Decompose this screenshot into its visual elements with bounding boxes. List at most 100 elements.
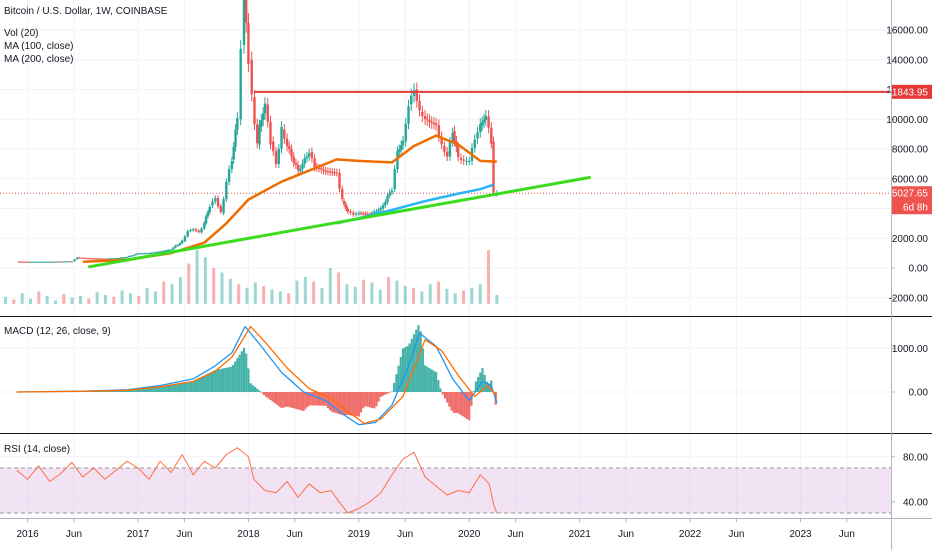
volume-bar — [262, 286, 266, 304]
candle-body — [134, 254, 138, 256]
macd-hist-bar — [156, 386, 159, 392]
macd-hist-bar — [150, 387, 153, 392]
candle-body — [292, 156, 295, 163]
candle-body — [167, 249, 171, 251]
macd-tick-label: 0.00 — [909, 388, 929, 399]
candle-body — [194, 229, 198, 231]
candle-body — [123, 257, 126, 259]
volume-bar — [478, 284, 482, 304]
time-tick-label: 2021 — [569, 529, 592, 540]
macd-hist-bar — [295, 392, 299, 410]
resistance-price-label: 11843.95 — [887, 87, 928, 98]
price-tick-label: 6000.00 — [892, 174, 929, 185]
candle-body — [388, 192, 391, 196]
candle-body — [263, 103, 267, 114]
volume-bar — [370, 282, 374, 304]
macd-hist-bar — [446, 392, 449, 403]
macd-hist-bar — [223, 368, 226, 392]
candle-body — [186, 231, 189, 237]
candle-body — [377, 209, 380, 212]
macd-hist-bar — [340, 392, 343, 415]
price-tick-label: -2000.00 — [889, 293, 929, 304]
volume-bar — [62, 294, 66, 304]
candle-body — [305, 156, 309, 159]
volume-bar — [220, 272, 224, 304]
candle-body — [479, 124, 482, 133]
volume-bar — [253, 282, 257, 304]
volume-bar — [4, 296, 8, 304]
rsi-tick-label: 80.00 — [903, 452, 928, 463]
candle-body — [260, 120, 263, 127]
candle-body — [76, 257, 79, 260]
candle-body — [401, 140, 405, 146]
candle-body — [473, 139, 476, 148]
candle-body — [341, 188, 344, 199]
macd-hist-bar — [463, 392, 466, 418]
macd-hist-bar — [439, 388, 442, 392]
macd-hist-bar — [404, 347, 407, 392]
volume-bar — [212, 268, 216, 304]
candle-body — [250, 59, 253, 95]
last-price-tag — [892, 186, 932, 215]
macd-hist-bar — [476, 377, 480, 392]
volume-bar — [303, 277, 307, 304]
candle-body — [203, 222, 206, 229]
price-tick-label: 16000.00 — [886, 26, 928, 37]
countdown-label: 6d 8h — [903, 203, 928, 214]
macd-hist-bar — [130, 389, 133, 392]
candle-body — [381, 205, 385, 209]
candle-body — [490, 127, 493, 144]
candle-body — [24, 261, 27, 263]
candle-body — [468, 160, 471, 162]
candle-body — [154, 252, 157, 254]
volume-bar — [78, 295, 82, 304]
candle-body — [320, 168, 323, 170]
volume-bar — [29, 298, 33, 304]
candle-body — [35, 261, 38, 263]
candle-body — [227, 169, 231, 182]
candle-body — [219, 206, 223, 212]
macd-hist-bar — [331, 392, 334, 412]
time-tick-label: 2023 — [789, 529, 812, 540]
macd-hist-bar — [167, 385, 171, 392]
macd-hist-bar — [291, 392, 294, 408]
candle-body — [456, 147, 460, 157]
candle-body — [130, 255, 133, 257]
macd-hist-bar — [448, 392, 451, 407]
candle-body — [225, 181, 228, 200]
macd-hist-bar — [419, 331, 422, 392]
volume-bar — [345, 284, 349, 304]
volume-bar — [128, 293, 132, 304]
macd-hist-bar — [311, 392, 314, 406]
macd-hist-bar — [196, 378, 199, 392]
macd-hist-bar — [247, 368, 250, 392]
candle-body — [119, 257, 122, 259]
macd-hist-bar — [377, 392, 380, 402]
macd-hist-bar — [240, 351, 243, 392]
candle-body — [310, 151, 314, 159]
candle-body — [78, 257, 81, 259]
macd-hist-bar — [229, 366, 232, 392]
macd-hist-bar — [119, 390, 122, 392]
time-tick-label: Jun — [176, 529, 192, 540]
candle-body — [57, 261, 60, 263]
volume-bar — [445, 288, 449, 304]
macd-hist-bar — [278, 392, 281, 407]
macd-hist-bar — [417, 325, 420, 392]
candle-body — [462, 159, 465, 161]
macd-hist-bar — [147, 387, 151, 392]
macd-hist-bar — [205, 374, 208, 392]
candle-body — [326, 171, 330, 173]
candle-body — [342, 201, 346, 205]
macd-hist-bar — [128, 389, 131, 392]
macd-hist-bar — [348, 392, 352, 416]
candle-body — [236, 118, 239, 130]
candle-body — [426, 119, 429, 121]
time-tick-label: Jun — [839, 529, 855, 540]
macd-hist-bar — [262, 392, 265, 395]
macd-hist-bar — [192, 381, 195, 392]
candle-body — [110, 258, 113, 260]
volume-bar — [187, 263, 191, 304]
volume-bar — [353, 286, 357, 304]
macd-hist-bar — [198, 377, 201, 392]
